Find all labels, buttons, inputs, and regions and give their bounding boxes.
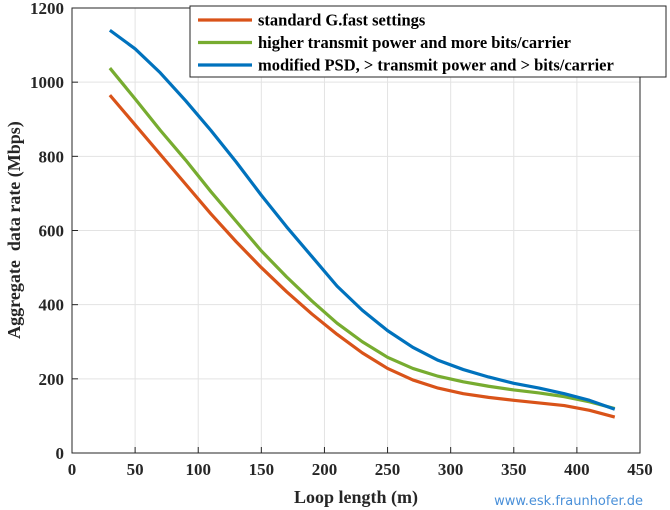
watermark: www.esk.fraunhofer.de [494,494,643,509]
y-tick-label: 1200 [30,0,64,18]
y-axis-label: Aggregate data rate (Mbps) [4,121,25,339]
x-tick-label: 250 [375,460,401,479]
series-line-1 [108,94,616,419]
y-tick-label: 200 [39,370,65,389]
series-line-2 [108,67,616,411]
y-tick-label: 600 [39,222,65,241]
x-tick-label: 350 [501,460,527,479]
series-line-3 [108,28,616,411]
legend-label-2: higher transmit power and more bits/carr… [258,33,571,52]
legend-box [189,5,667,78]
x-axis-label: Loop length (m) [294,487,418,508]
x-tick-label: 450 [627,460,653,479]
y-tick-label: 800 [39,147,65,166]
x-tick-label: 0 [68,460,77,479]
x-tick-label: 50 [127,460,144,479]
y-tick-label: 0 [56,444,65,463]
legend-label-1: standard G.fast settings [258,11,426,30]
y-tick-label: 400 [39,296,65,315]
series-lines [108,28,616,419]
legend-label-3: modified PSD, > transmit power and > bit… [258,56,614,75]
x-tick-label: 400 [564,460,590,479]
y-tick-label: 1000 [30,73,64,92]
legend: standard G.fast settings higher transmit … [189,5,667,78]
x-tick-label: 300 [438,460,464,479]
x-tick-label: 150 [249,460,275,479]
tick-labels: 0 50 100 150 200 250 300 350 400 450 0 200 400 600 800… [30,0,653,479]
x-tick-label: 200 [312,460,338,479]
x-tick-label: 100 [185,460,211,479]
